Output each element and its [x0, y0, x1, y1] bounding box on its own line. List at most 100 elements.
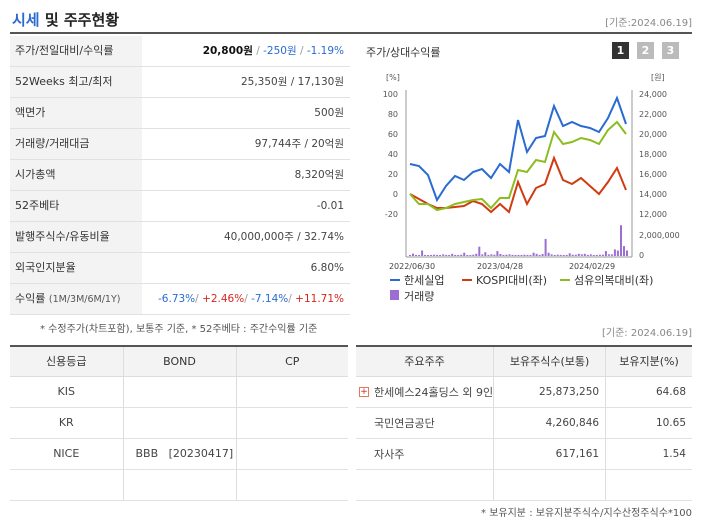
- volume-bar: [571, 254, 574, 256]
- x-tick-label: 2022/06/30: [389, 262, 435, 271]
- volume-bar: [481, 254, 484, 256]
- bond-cell: [122, 469, 236, 501]
- stat-value: 40,000,000주 / 32.74%: [223, 231, 344, 243]
- holder-name: 자사주: [356, 438, 494, 470]
- shares-cell: [493, 469, 606, 501]
- volume-bar: [607, 254, 610, 256]
- agency-cell: KR: [10, 407, 123, 439]
- stat-value: -0.01: [316, 200, 344, 212]
- volume-bar: [445, 254, 448, 256]
- holders-header: 주요주주: [356, 345, 494, 377]
- right-tick-label: 12,000: [639, 210, 667, 219]
- right-tick-label: 18,000: [639, 150, 667, 159]
- legend-label: 한세실업: [404, 274, 444, 287]
- left-tick-label: 20: [388, 170, 398, 179]
- stat-row-face: 액면가 500원: [10, 98, 350, 129]
- stat-label: 수익률 (1M/3M/6M/1Y): [10, 284, 142, 314]
- stake-cell: 10.65: [605, 407, 692, 439]
- volume-bar: [457, 255, 460, 256]
- stat-value: 20,800원 / -250원 / -1.19%: [202, 45, 344, 57]
- chart-tab-2[interactable]: 2: [637, 42, 654, 59]
- cp-cell: [235, 376, 348, 408]
- volume-bar: [499, 254, 502, 256]
- volume-bar: [616, 250, 619, 256]
- stat-value: 500원: [314, 107, 344, 119]
- volume-bar: [577, 253, 580, 256]
- volume-bar: [463, 252, 466, 256]
- volume-bar: [487, 254, 490, 256]
- stake-cell: [605, 469, 692, 501]
- volume-bar: [574, 254, 577, 256]
- cp-cell: [235, 438, 348, 470]
- stat-label: 주가/전일대비/수익률: [10, 36, 142, 66]
- table-row: [10, 469, 348, 501]
- stat-row-price: 주가/전일대비/수익률 20,800원 / -250원 / -1.19%: [10, 36, 350, 67]
- stat-label: 52주베타: [10, 191, 142, 221]
- header-divider: [10, 32, 692, 34]
- volume-bar: [550, 254, 553, 256]
- volume-bar: [547, 252, 550, 256]
- volume-bar: [484, 252, 487, 256]
- stat-label: 발행주식수/유동비율: [10, 222, 142, 252]
- shares-cell: 25,873,250: [493, 376, 606, 408]
- volume-bar: [541, 254, 544, 256]
- volume-bar: [580, 254, 583, 256]
- volume-bar: [475, 253, 478, 256]
- major-holders-table: 주요주주 보유주식수(보통) 보유지분(%) + 한세예스24홀딩스 외 9인 …: [356, 345, 692, 501]
- table-row: 자사주 617,161 1.54: [356, 438, 692, 470]
- table-row: [356, 469, 692, 501]
- holders-header: 보유지분(%): [605, 345, 692, 377]
- volume-bar: [421, 250, 424, 256]
- volume-bar: [496, 251, 499, 257]
- volume-bar: [502, 254, 505, 256]
- stat-row-returns: 수익률 (1M/3M/6M/1Y) -6.73%/ +2.46%/ -7.14%…: [10, 284, 350, 315]
- volume-bar: [538, 254, 541, 256]
- legend-label: KOSPI대비(좌): [476, 274, 547, 287]
- expand-plus-icon[interactable]: +: [359, 386, 369, 397]
- agency-cell: [10, 469, 123, 501]
- current-price: 20,800원: [202, 45, 253, 57]
- series-line-섬유의복대비(좌): [409, 120, 627, 212]
- right-tick-label: 20,000: [639, 130, 667, 139]
- volume-bar: [601, 254, 604, 256]
- stat-row-mcap: 시가총액 8,320억원: [10, 160, 350, 191]
- volume-bar: [448, 255, 451, 256]
- chart-tab-3[interactable]: 3: [662, 42, 679, 59]
- left-tick-label: 40: [388, 150, 398, 159]
- base-date: [기준:2024.06.19]: [605, 18, 692, 29]
- stat-label: 외국인지분율: [10, 253, 142, 283]
- cp-cell: [235, 469, 348, 501]
- title-rest: 및 주주현황: [44, 11, 120, 29]
- right-tick-label: 14,000: [639, 190, 667, 199]
- stat-row-foreign: 외국인지분율 6.80%: [10, 253, 350, 284]
- credit-header: 신용등급: [10, 345, 123, 377]
- title-main: 시세: [12, 11, 40, 29]
- price-change-pct: -1.19%: [306, 45, 344, 57]
- volume-bar: [562, 255, 565, 256]
- credit-header: CP: [235, 345, 348, 377]
- volume-bar: [466, 254, 469, 256]
- stats-footnote: * 수정주가(차트포함), 보통주 기준, * 52주베타 : 주간수익률 기준: [40, 324, 318, 335]
- chart-tab-1[interactable]: 1: [612, 42, 629, 59]
- stat-value: 97,744주 / 20억원: [254, 138, 344, 150]
- volume-bar: [532, 252, 535, 256]
- volume-bar: [520, 255, 523, 256]
- left-tick-label: 0: [393, 190, 398, 199]
- page-title: 시세 및 주주현황: [12, 9, 119, 30]
- volume-bar: [418, 255, 420, 256]
- bond-cell: [122, 407, 236, 439]
- volume-bar: [568, 253, 571, 257]
- volume-bar: [514, 255, 517, 256]
- volume-bar: [454, 254, 457, 256]
- volume-bar: [430, 254, 433, 256]
- holder-name: 한세예스24홀딩스 외 9인: [374, 385, 494, 399]
- volume-bar: [620, 225, 622, 256]
- volume-bar: [598, 254, 601, 256]
- bond-cell: [122, 376, 236, 408]
- series-line-KOSPI대비(좌): [409, 155, 627, 214]
- shares-cell: 4,260,846: [493, 407, 606, 439]
- stat-value: 6.80%: [310, 262, 344, 274]
- credit-rating-table: 신용등급 BOND CP KIS KR NICE BBB [20230417]: [10, 345, 348, 501]
- volume-bar: [604, 251, 607, 257]
- volume-bar: [535, 253, 538, 256]
